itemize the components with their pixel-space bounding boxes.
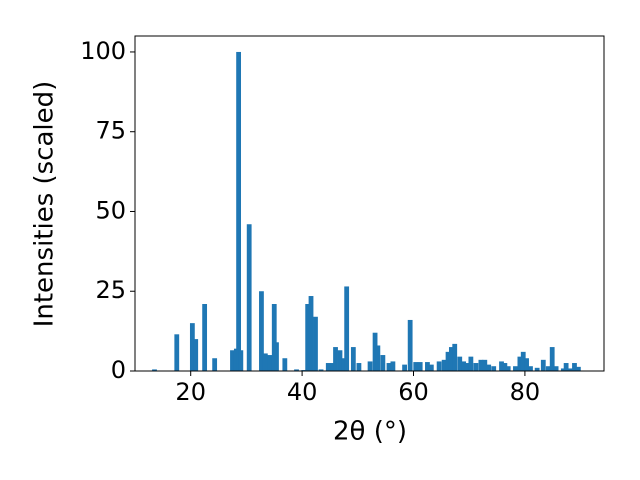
bar [390, 361, 396, 371]
y-tick-label: 25 [95, 276, 126, 304]
bar [572, 363, 577, 371]
bar [505, 366, 511, 371]
bar [305, 304, 311, 371]
bar [356, 363, 362, 371]
bar [246, 224, 252, 371]
bar [502, 363, 508, 371]
bar [473, 363, 479, 371]
bar [413, 362, 419, 371]
bar [330, 363, 336, 371]
bar [461, 361, 467, 371]
bar [325, 363, 331, 371]
bar [567, 368, 573, 371]
bar [308, 296, 314, 371]
bar [402, 364, 407, 371]
bar [259, 291, 264, 371]
bar [380, 355, 386, 371]
bar [372, 332, 378, 371]
bar [457, 356, 463, 371]
bar [341, 358, 347, 371]
bar [282, 358, 288, 371]
y-tick-label: 0 [111, 356, 126, 384]
bar [193, 339, 199, 371]
bar [549, 347, 555, 371]
bar [344, 286, 350, 371]
bar [189, 323, 195, 371]
bar [575, 366, 581, 371]
bar [486, 364, 492, 371]
bar [540, 359, 546, 371]
bar [553, 366, 559, 371]
bar [513, 366, 518, 371]
bar [425, 362, 430, 371]
y-tick-label: 100 [80, 37, 126, 65]
bar [337, 350, 343, 371]
bar [318, 369, 324, 371]
bar [417, 362, 423, 371]
bar [517, 356, 523, 371]
plot-frame [134, 35, 605, 372]
bar [491, 366, 497, 371]
bar [202, 304, 208, 371]
bar [174, 334, 180, 371]
bar [464, 363, 470, 371]
y-tick-label: 75 [95, 117, 126, 145]
x-tick-label: 20 [175, 378, 206, 406]
bar [436, 361, 442, 371]
bar [468, 356, 474, 371]
y-axis-label: Intensities (scaled) [30, 81, 60, 328]
x-axis-label: 2θ (°) [333, 417, 407, 447]
y-tick-label: 50 [95, 196, 126, 224]
bar [294, 369, 299, 371]
bar [267, 355, 273, 371]
x-tick-label: 80 [510, 378, 541, 406]
bar [545, 366, 551, 371]
bar [152, 369, 157, 371]
bar [448, 347, 454, 371]
bar [524, 358, 529, 371]
bar [313, 316, 318, 371]
bar [230, 350, 235, 371]
bar [375, 345, 381, 371]
bar [386, 363, 392, 371]
bar [528, 366, 533, 371]
bar [428, 364, 434, 371]
bar [499, 361, 504, 371]
bar [238, 350, 244, 371]
bar [271, 304, 277, 371]
bar [441, 359, 447, 371]
bar [482, 359, 488, 371]
bar [520, 351, 526, 371]
bar [445, 351, 451, 371]
bar [236, 51, 242, 371]
bar [212, 358, 218, 371]
bar [563, 363, 569, 371]
bar [478, 359, 484, 371]
bar [534, 367, 540, 371]
bar [560, 368, 566, 371]
bar [333, 347, 338, 371]
bar [367, 361, 373, 371]
bar [274, 342, 279, 371]
x-tick-label: 60 [398, 378, 429, 406]
x-tick-label: 40 [287, 378, 318, 406]
bar [350, 347, 356, 371]
bar [262, 353, 268, 371]
bar [452, 343, 458, 371]
bar [407, 319, 413, 371]
